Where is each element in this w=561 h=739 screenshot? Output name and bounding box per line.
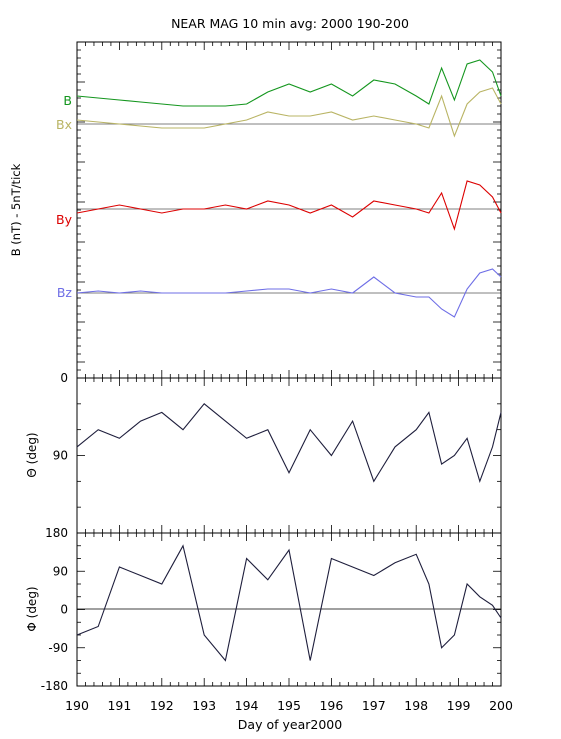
phi-panel-series [76,544,502,662]
theta-panel-tick-labels: 90 [53,449,68,463]
series-bz [76,268,502,318]
theta-panel-series [76,403,502,484]
x-tick-label: 192 [150,698,174,713]
phi-panel-frame [76,532,502,687]
label-bx: Bx [56,117,72,132]
phi-tick-label: -90 [48,641,68,655]
phi-tick-label: 90 [53,564,68,578]
phi-panel-ylabel: Φ (deg) [25,586,39,631]
x-tick-label: 196 [319,698,343,713]
theta-series [76,403,502,484]
b-panel-series [76,59,502,318]
x-tick-label: 195 [277,698,301,713]
b-panel-ticks [76,41,502,379]
phi-tick-label: -180 [41,679,68,693]
series-by [76,180,502,231]
b-panel-ylabel: B (nT) - 5nT/tick [9,163,23,256]
x-axis-label: Day of year2000 [238,717,342,732]
label-b: B [63,93,72,108]
theta-panel-ylabel: Θ (deg) [25,432,39,477]
theta-panel-ticks [76,377,502,534]
x-tick-label: 198 [404,698,428,713]
b-panel-zero-tick: 0 [60,371,68,385]
chart-title: NEAR MAG 10 min avg: 2000 190-200 [171,16,409,31]
x-tick-label: 197 [362,698,386,713]
phi-series [76,544,502,662]
x-tick-label: 194 [235,698,259,713]
label-bz: Bz [57,285,73,300]
x-tick-label: 190 [65,698,89,713]
x-tick-label: 191 [107,698,131,713]
x-tick-labels: 190 191 192 193 194 195 196 197 198 199 200 [65,698,513,713]
label-by: By [56,212,73,227]
phi-panel-tick-labels: 180 90 0 -90 -180 [41,526,68,693]
series-b [76,59,502,107]
phi-tick-label: 180 [45,526,68,540]
b-panel-series-labels: B Bx By Bz [56,93,73,300]
b-panel-frame [76,41,502,379]
phi-panel-ticks [76,532,502,687]
x-tick-label: 199 [447,698,471,713]
x-tick-label: 200 [489,698,513,713]
x-tick-label: 193 [192,698,216,713]
theta-tick-label: 90 [53,449,68,463]
theta-panel-frame [76,377,502,534]
phi-tick-label: 0 [60,603,68,617]
series-bx [76,87,502,138]
